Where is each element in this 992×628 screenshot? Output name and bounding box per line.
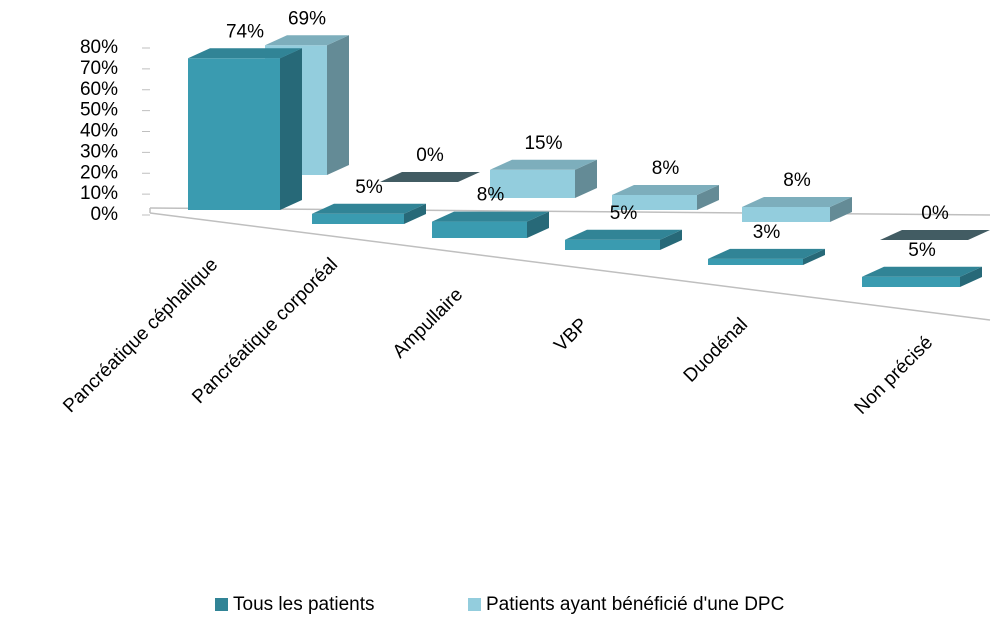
x-tick-label: Ampullaire <box>389 284 467 362</box>
value-label: 0% <box>416 145 444 166</box>
bar-side <box>327 35 349 175</box>
value-label: 8% <box>652 158 680 179</box>
bar-side <box>803 248 825 265</box>
floor-back-edge <box>149 207 991 216</box>
bar-side <box>280 48 302 210</box>
bar-side <box>575 159 597 198</box>
bar-top <box>612 184 719 195</box>
y-tick-label: 0% <box>91 204 119 225</box>
x-tick-label: Non précisé <box>851 332 938 419</box>
bar-top <box>490 159 597 170</box>
bar-front <box>432 221 527 238</box>
value-label: 5% <box>908 240 936 261</box>
bar-front <box>312 213 404 224</box>
value-label: 74% <box>226 21 264 42</box>
bar-top <box>708 248 825 259</box>
bar-front <box>188 58 280 210</box>
y-tick-label: 20% <box>80 162 118 183</box>
bar-side <box>660 229 682 250</box>
bar-top <box>380 172 480 182</box>
y-tick-label: 10% <box>80 183 118 204</box>
y-tick-label: 30% <box>80 141 118 162</box>
y-tick-label: 60% <box>80 79 118 100</box>
legend-swatch <box>468 598 481 611</box>
value-label: 69% <box>288 8 326 29</box>
value-label: 3% <box>753 222 781 243</box>
bar-side <box>404 203 426 224</box>
value-label: 5% <box>610 203 638 224</box>
legend-swatch <box>215 598 228 611</box>
bar-top <box>565 229 682 240</box>
bar-side <box>830 196 852 222</box>
legend-label: Patients ayant bénéficié d'une DPC <box>486 594 784 615</box>
bar-front <box>742 206 830 222</box>
y-tick-label: 50% <box>80 100 118 121</box>
bar-top <box>265 35 349 46</box>
y-tick-label: 80% <box>80 37 118 58</box>
x-tick-label: Duodénal <box>680 314 752 386</box>
y-tick-label: 70% <box>80 58 118 79</box>
bar-front <box>612 194 697 210</box>
bar-top <box>862 266 982 277</box>
bar-side <box>527 211 549 238</box>
bar-top <box>880 230 990 240</box>
floor-front-edge <box>149 212 991 321</box>
bar-front <box>490 169 575 198</box>
value-label: 5% <box>355 177 383 198</box>
bar-side <box>960 266 982 287</box>
bar-front <box>708 258 803 265</box>
x-tick-label: VBP <box>550 314 592 356</box>
bar-top <box>188 48 302 59</box>
bar-top <box>742 196 852 207</box>
bar-top <box>432 211 549 222</box>
value-label: 8% <box>477 185 505 206</box>
y-tick-label: 40% <box>80 121 118 142</box>
legend-label: Tous les patients <box>233 594 375 615</box>
value-label: 15% <box>524 133 562 154</box>
bar-top <box>312 203 426 214</box>
value-label: 8% <box>783 170 811 191</box>
bar-front <box>565 239 660 250</box>
bar-front <box>862 276 960 287</box>
value-label: 0% <box>921 203 949 224</box>
bar-side <box>697 184 719 210</box>
